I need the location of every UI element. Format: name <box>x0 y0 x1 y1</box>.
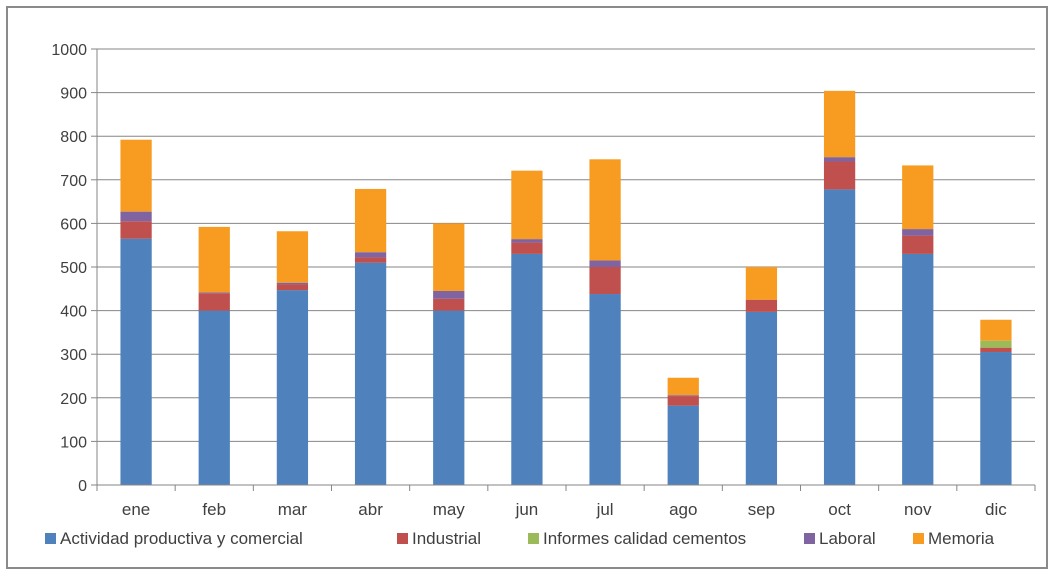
bar-segment-jul <box>589 267 621 295</box>
bar-segment-jun <box>511 242 543 254</box>
bar-segment-dic <box>980 347 1012 353</box>
bar-segment-jun <box>511 253 543 485</box>
bar-segment-dic <box>980 352 1012 485</box>
bar-segment-sep <box>745 311 778 485</box>
y-tick-label: 100 <box>60 434 87 451</box>
bar-segment-nov <box>902 235 934 254</box>
bar-segment-nov <box>902 253 934 485</box>
legend-label: Industrial <box>412 529 481 548</box>
bar-segment-abr <box>354 188 387 253</box>
bar-segment-ago <box>667 395 699 397</box>
bar-segment-feb <box>198 293 230 311</box>
bar-segment-sep <box>745 267 778 300</box>
bar-segment-ago <box>667 377 699 396</box>
y-tick-label: 400 <box>60 304 87 321</box>
bar-segment-dic <box>980 319 1012 341</box>
x-tick-label: nov <box>904 500 932 519</box>
legend-swatch <box>397 533 408 544</box>
bar-segment-dic <box>980 340 1012 348</box>
stacked-bar-chart: 0 100 200 300 400 500 600 700 800 900 1000 ene feb m… <box>45 42 1036 548</box>
bar-segment-may <box>433 310 465 485</box>
legend-label: Informes calidad cementos <box>543 529 746 548</box>
legend: Actividad productiva y comercial Industri… <box>45 529 995 548</box>
legend-label: Laboral <box>819 529 876 548</box>
bar-segment-ago <box>667 405 699 485</box>
x-tick-label: sep <box>748 500 775 519</box>
y-tick-label: 700 <box>60 173 87 190</box>
bar-segment-oct <box>823 189 856 485</box>
bar-segment-oct <box>823 90 856 158</box>
bar-segment-may <box>433 298 465 311</box>
y-tick-label: 900 <box>60 86 87 103</box>
x-tick-label: oct <box>828 500 851 519</box>
x-axis: ene feb mar abr may jun jul ago sep oct nov dic <box>96 484 1036 519</box>
bar-segment-may <box>433 223 465 291</box>
legend-swatch <box>528 533 539 544</box>
bar-segment-abr <box>354 262 387 485</box>
y-tick-label: 0 <box>78 478 87 495</box>
bar-segment-ene <box>120 221 152 239</box>
bar-segment-feb <box>198 226 230 293</box>
gridlines <box>97 48 1035 442</box>
bar-segment-mar <box>276 290 309 485</box>
y-tick-label: 500 <box>60 260 87 277</box>
bar-segment-abr <box>354 257 387 263</box>
y-tick-label: 800 <box>60 129 87 146</box>
bars <box>120 90 1012 485</box>
x-tick-label: ene <box>122 500 150 519</box>
x-tick-label: dic <box>985 500 1007 519</box>
bar-segment-abr <box>354 252 387 258</box>
bar-segment-oct <box>823 161 856 190</box>
bar-segment-mar <box>276 282 309 285</box>
y-tick-label: 200 <box>60 391 87 408</box>
bar-segment-nov <box>902 229 934 236</box>
bar-segment-jul <box>589 294 621 485</box>
bar-segment-ago <box>667 396 699 406</box>
bar-segment-feb <box>198 310 230 485</box>
y-tick-label: 1000 <box>51 42 87 59</box>
x-tick-label: mar <box>278 500 308 519</box>
bar-segment-sep <box>745 299 778 312</box>
x-tick-label: feb <box>202 500 226 519</box>
bar-segment-feb <box>198 292 230 294</box>
bar-segment-mar <box>276 284 309 291</box>
bar-segment-jun <box>511 170 543 240</box>
bar-segment-jul <box>589 260 621 267</box>
x-tick-label: jul <box>596 500 614 519</box>
bar-segment-nov <box>902 165 934 230</box>
bar-segment-ene <box>120 238 152 485</box>
legend-label: Actividad productiva y comercial <box>60 529 303 548</box>
bar-segment-ene <box>120 211 152 222</box>
bar-segment-oct <box>823 157 856 162</box>
bar-segment-jun <box>511 239 543 243</box>
bar-segment-mar <box>276 231 309 283</box>
y-tick-label: 300 <box>60 347 87 364</box>
legend-swatch <box>804 533 815 544</box>
y-axis: 0 100 200 300 400 500 600 700 800 900 1000 <box>51 42 98 495</box>
x-tick-label: jun <box>515 500 539 519</box>
legend-label: Memoria <box>928 529 995 548</box>
bar-segment-may <box>433 290 465 299</box>
bar-segment-jul <box>589 159 621 261</box>
legend-swatch <box>45 533 56 544</box>
x-tick-label: may <box>433 500 466 519</box>
x-tick-label: ago <box>669 500 697 519</box>
chart-frame: 0 100 200 300 400 500 600 700 800 900 1000 ene feb m… <box>6 6 1048 569</box>
x-tick-label: abr <box>358 500 383 519</box>
legend-swatch <box>913 533 924 544</box>
y-tick-label: 600 <box>60 216 87 233</box>
bar-segment-ene <box>120 139 152 212</box>
